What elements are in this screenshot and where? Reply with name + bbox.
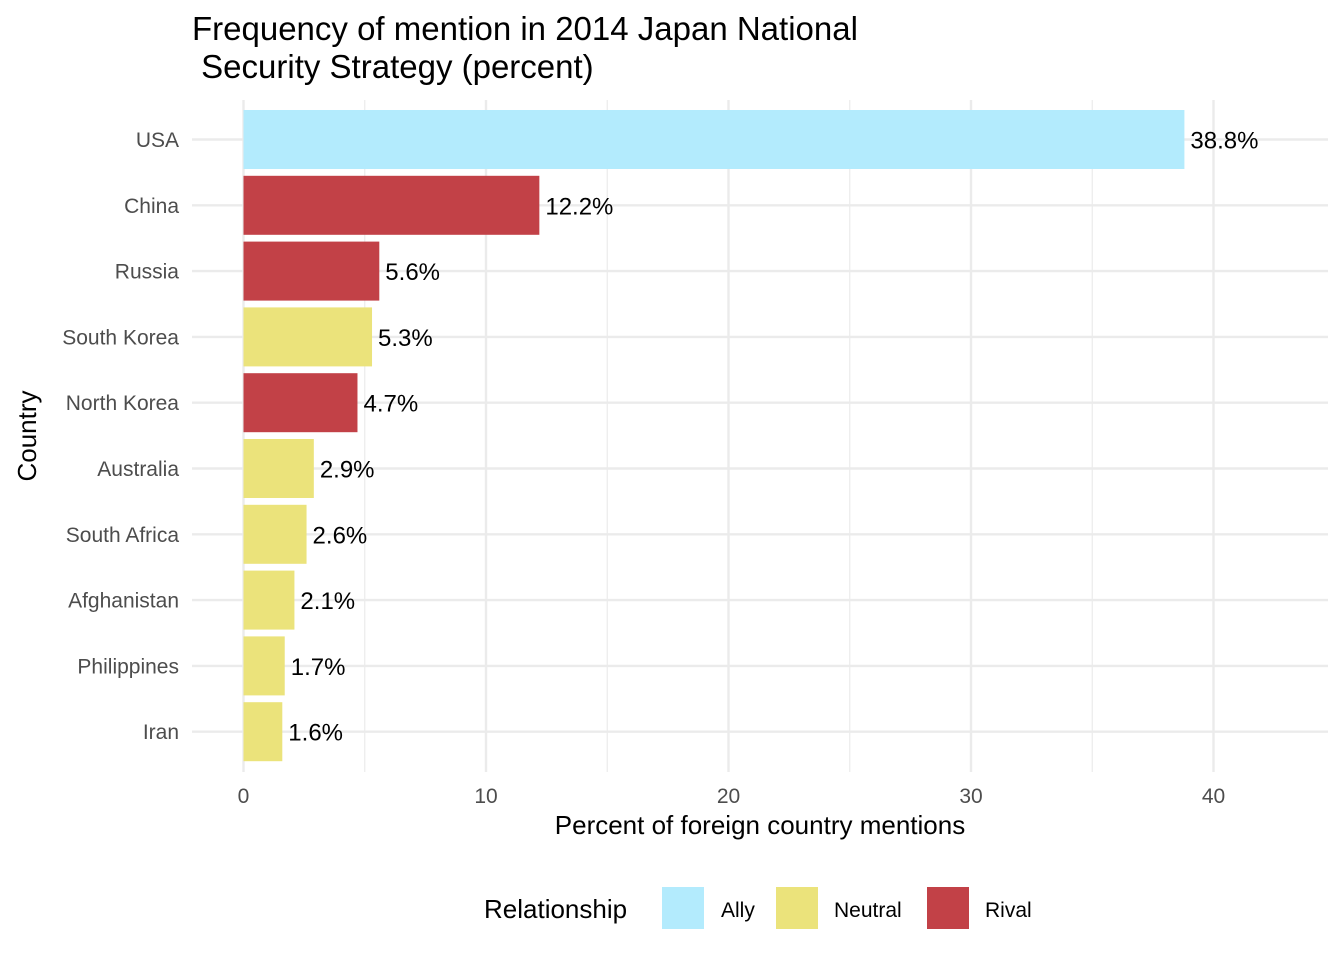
y-tick-label: Russia [115,261,180,284]
x-tick-label: 0 [238,785,250,808]
y-tick-label: South Africa [66,524,180,547]
legend-label-rival: Rival [985,899,1032,922]
bar-value-label: 5.6% [385,259,440,286]
bar-afghanistan [243,570,295,630]
bar-north-korea [243,373,358,433]
bar-russia [243,241,380,301]
bar-australia [243,439,314,498]
y-tick-label: South Korea [62,326,179,349]
y-tick-label: Afghanistan [68,590,179,613]
y-tick-label: Philippines [77,655,179,678]
bar-south-africa [243,504,307,564]
bar-value-label: 5.3% [378,325,433,352]
y-tick-label: China [124,195,179,218]
legend-label-ally: Ally [721,899,755,922]
chart-title-line-2: Security Strategy (percent) [192,48,594,85]
chart-title: Frequency of mention in 2014 Japan Natio… [192,10,858,85]
bar-value-label: 12.2% [545,193,613,220]
legend-key-rival [927,887,969,929]
legend-title: Relationship [484,894,627,924]
y-tick-label: Australia [97,458,179,481]
bars [243,110,1185,762]
y-axis-title: Country [12,390,42,481]
bar-iran [243,702,283,762]
x-tick-label: 20 [717,785,740,808]
y-tick-label: North Korea [66,392,180,415]
bar-philippines [243,636,285,696]
y-tick-label: USA [136,129,179,152]
bar-value-label: 2.1% [300,588,355,615]
x-tick-label: 30 [959,785,982,808]
bar-usa [243,110,1185,169]
x-axis-tick-labels: 0 10 20 30 40 [238,785,1226,808]
chart-title-line-1: Frequency of mention in 2014 Japan Natio… [192,10,858,47]
x-tick-label: 10 [474,785,497,808]
bar-value-label: 2.9% [320,457,375,484]
bar-value-labels: 38.8% 12.2% 5.6% 5.3% 4.7% 2.9% 2.6% 2.1% 1.7% 1.… [288,128,1258,747]
bar-south-korea [243,307,373,367]
y-tick-label: Iran [143,721,179,744]
legend-key-ally [662,887,704,929]
x-tick-label: 40 [1202,785,1225,808]
bar-value-label: 38.8% [1190,128,1258,155]
bar-value-label: 1.7% [291,654,346,681]
x-axis-title: Percent of foreign country mentions [555,810,965,840]
legend-key-neutral [776,887,818,929]
bar-value-label: 4.7% [363,391,418,418]
legend-label-neutral: Neutral [834,899,902,922]
y-axis-tick-labels: USA China Russia South Korea North Korea Aust… [62,129,179,744]
bar-value-label: 1.6% [288,720,343,747]
bar-china [243,175,540,235]
bar-value-label: 2.6% [313,522,368,549]
legend: Relationship Ally Neutral Rival [484,887,1032,929]
